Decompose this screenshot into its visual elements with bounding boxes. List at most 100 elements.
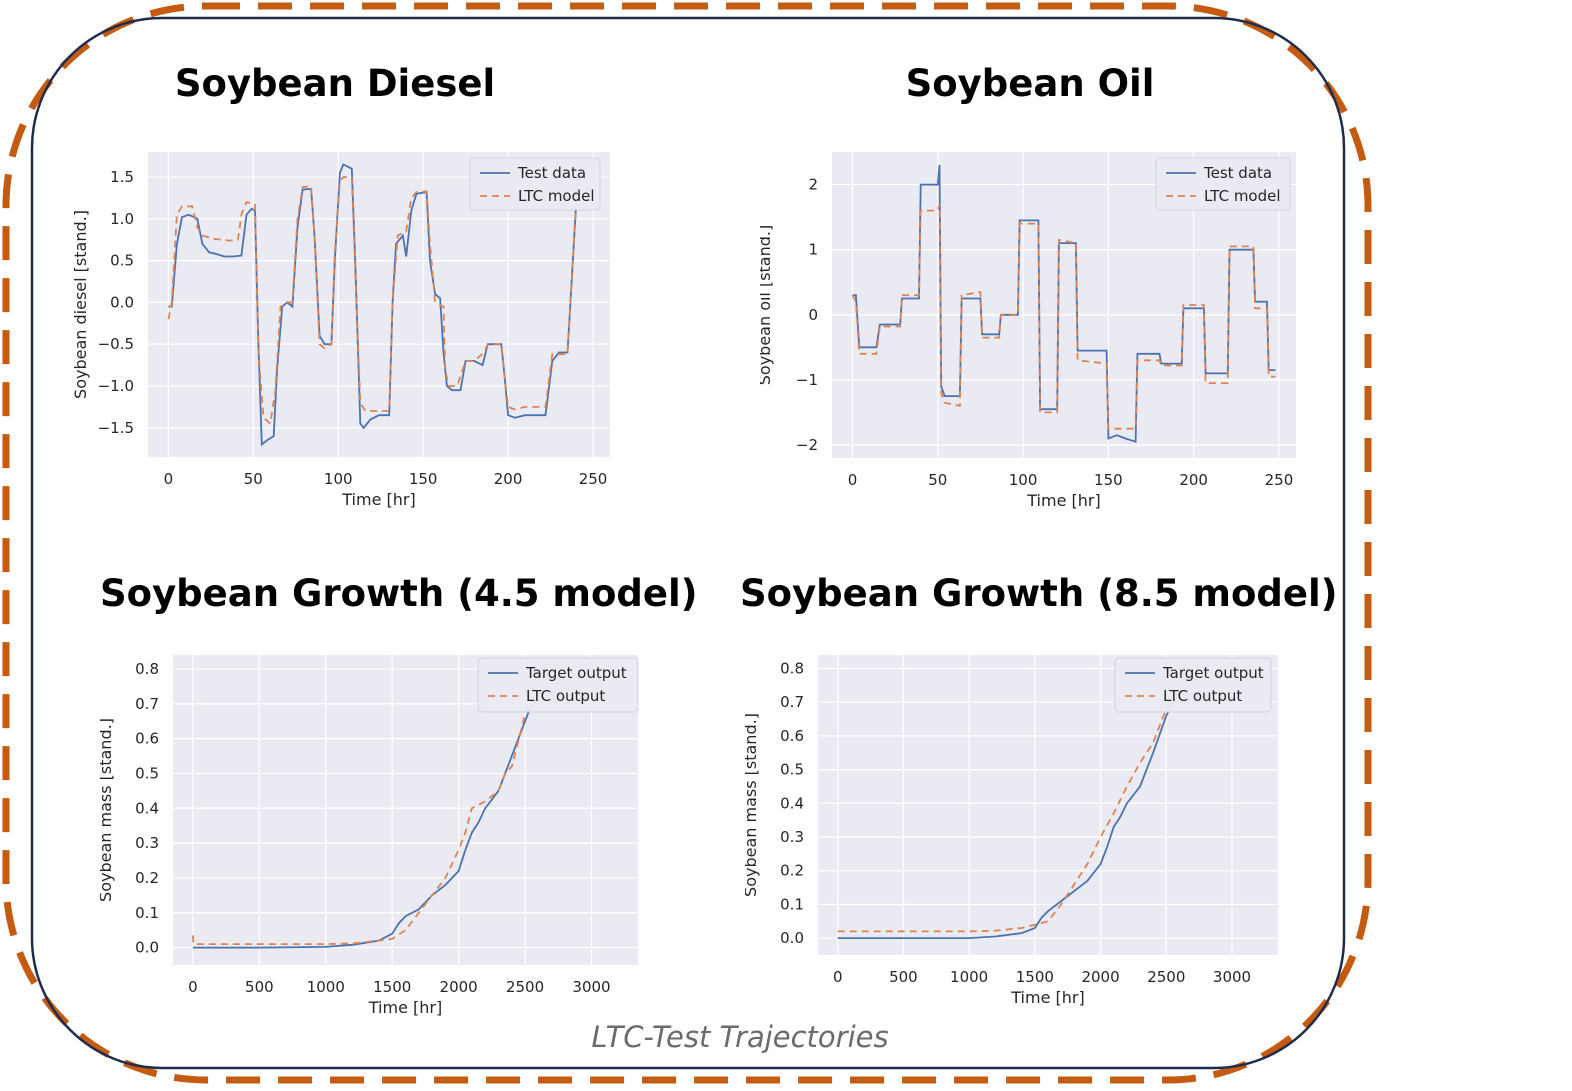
x-tick-label: 0 (164, 470, 174, 488)
x-axis-label: Time [hr] (341, 490, 415, 509)
legend-box (1155, 157, 1291, 211)
y-tick-label: −0.5 (98, 335, 134, 353)
y-tick-label: 0.5 (135, 764, 159, 782)
y-tick-label: 0.0 (110, 293, 134, 311)
y-axis-label: Soybean mass [stand.] (745, 713, 760, 897)
figure-caption: LTC-Test Trajectories (591, 1020, 889, 1054)
legend: Test data LTC model (1155, 157, 1291, 211)
y-tick-label: 0.3 (780, 828, 804, 846)
y-tick-label: 0.5 (780, 761, 804, 779)
x-tick-label: 50 (928, 471, 947, 489)
y-tick-label: 0.0 (780, 929, 804, 947)
panel-growth45: 0 500 1000 1500 2000 2500 3000 0.0 0.1 0.2 0.3 0.4 0… (96, 640, 650, 1030)
x-tick-label: 1500 (373, 978, 411, 996)
series-line-ltc (837, 695, 1174, 933)
y-tick-label: 0.7 (135, 695, 159, 713)
panel-growth85: 0 500 1000 1500 2000 2500 3000 0.0 0.1 0.2 0.3 0.4 0… (741, 640, 1295, 1020)
y-tick-label: 0.2 (135, 869, 159, 887)
y-tick-label: 1 (808, 241, 818, 259)
legend: Target output LTC output (477, 657, 639, 713)
x-tick-label: 100 (1009, 471, 1038, 489)
y-tick-label: 1.5 (110, 168, 134, 186)
series-line-ltc (167, 176, 579, 426)
y-tick-label: 0.6 (780, 727, 804, 745)
y-axis-label: Soybean mass [stand.] (100, 718, 115, 902)
x-tick-label: 0 (833, 968, 843, 986)
y-tick-label: 0.4 (135, 799, 159, 817)
y-tick-label: 0.6 (135, 730, 159, 748)
x-tick-label: 0 (848, 471, 858, 489)
x-tick-label: 250 (1265, 471, 1294, 489)
legend-entry: Test data (1203, 164, 1272, 182)
y-tick-label: −2 (796, 436, 818, 454)
x-tick-label: 1000 (950, 968, 988, 986)
title-oil: Soybean Oil (905, 62, 1155, 105)
legend: Target output LTC output (1114, 657, 1272, 713)
legend-box (469, 157, 601, 211)
series-line-target (168, 163, 579, 447)
legend-entry: LTC output (1163, 687, 1242, 705)
x-tick-label: 1000 (307, 978, 345, 996)
y-tick-label: 0.7 (780, 693, 804, 711)
legend-entry: Target output (1162, 664, 1264, 682)
x-tick-label: 150 (1094, 471, 1123, 489)
x-tick-label: 3000 (572, 978, 610, 996)
y-tick-label: 0.2 (780, 862, 804, 880)
x-tick-label: 0 (188, 978, 198, 996)
x-axis-label: Time [hr] (368, 998, 442, 1017)
y-tick-label: −1 (796, 371, 818, 389)
series-line-target (837, 701, 1174, 940)
y-tick-label: 0.8 (135, 660, 159, 678)
y-tick-label: −1.0 (98, 377, 134, 395)
title-growth85: Soybean Growth (8.5 model) (740, 572, 1338, 615)
x-tick-label: 500 (889, 968, 918, 986)
y-tick-label: 1.0 (110, 210, 134, 228)
y-tick-label: 0.4 (780, 794, 804, 812)
x-tick-label: 500 (245, 978, 274, 996)
legend-entry: LTC model (1204, 187, 1281, 205)
y-tick-label: 0 (808, 306, 818, 324)
x-tick-label: 200 (494, 470, 523, 488)
legend-box (1114, 657, 1272, 713)
x-tick-label: 250 (579, 470, 608, 488)
y-tick-label: 0.3 (135, 834, 159, 852)
chart-diesel: 0 50 100 150 200 250 −1.5 −1.0 −0.5 0.0 0.5 1.0 1.5 T… (71, 152, 610, 509)
chart-growth85: 0 500 1000 1500 2000 2500 3000 0.0 0.1 0.2 0.3 0.4 0… (741, 655, 1278, 1007)
y-tick-label: 0.8 (780, 659, 804, 677)
inner-rounded-border (30, 16, 1346, 1070)
y-tick-label: 2 (808, 176, 818, 194)
y-tick-label: 0.1 (135, 904, 159, 922)
x-tick-label: 100 (324, 470, 353, 488)
title-diesel: Soybean Diesel (174, 62, 496, 105)
x-axis-label: Time [hr] (1010, 988, 1084, 1007)
legend-entry: Target output (525, 664, 627, 682)
x-tick-label: 2000 (440, 978, 478, 996)
y-tick-label: 0.5 (110, 252, 134, 270)
legend-box (477, 657, 639, 713)
outer-dashed-border (2, 2, 1372, 1084)
x-tick-label: 2000 (1081, 968, 1119, 986)
legend: Test data LTC model (469, 157, 601, 211)
y-tick-label: 0.1 (780, 895, 804, 913)
x-tick-label: 3000 (1213, 968, 1251, 986)
x-tick-label: 2500 (506, 978, 544, 996)
series-line-target (192, 703, 533, 949)
title-growth45: Soybean Growth (4.5 model) (100, 572, 698, 615)
x-tick-label: 1500 (1016, 968, 1054, 986)
y-axis-label: Soybean diesel [stand.] (71, 210, 90, 399)
x-tick-label: 2500 (1147, 968, 1185, 986)
y-tick-label: −1.5 (98, 419, 134, 437)
x-tick-label: 200 (1179, 471, 1208, 489)
y-axis-label: Soybean oil [stand.] (760, 225, 774, 386)
chart-growth45: 0 500 1000 1500 2000 2500 3000 0.0 0.1 0.2 0.3 0.4 0… (96, 655, 639, 1017)
chart-oil: 0 50 100 150 200 250 −2 −1 0 1 2 Time [hr] Soybean o… (755, 152, 1296, 510)
legend-entry: Test data (517, 164, 586, 182)
series-line-ltc (192, 696, 533, 946)
x-tick-label: 150 (409, 470, 438, 488)
panel-oil: 0 50 100 150 200 250 −2 −1 0 1 2 Time [hr] Soybean o… (755, 140, 1310, 530)
legend-entry: LTC model (518, 187, 595, 205)
y-tick-label: 0.0 (135, 939, 159, 957)
legend-entry: LTC output (526, 687, 605, 705)
x-tick-label: 50 (244, 470, 263, 488)
